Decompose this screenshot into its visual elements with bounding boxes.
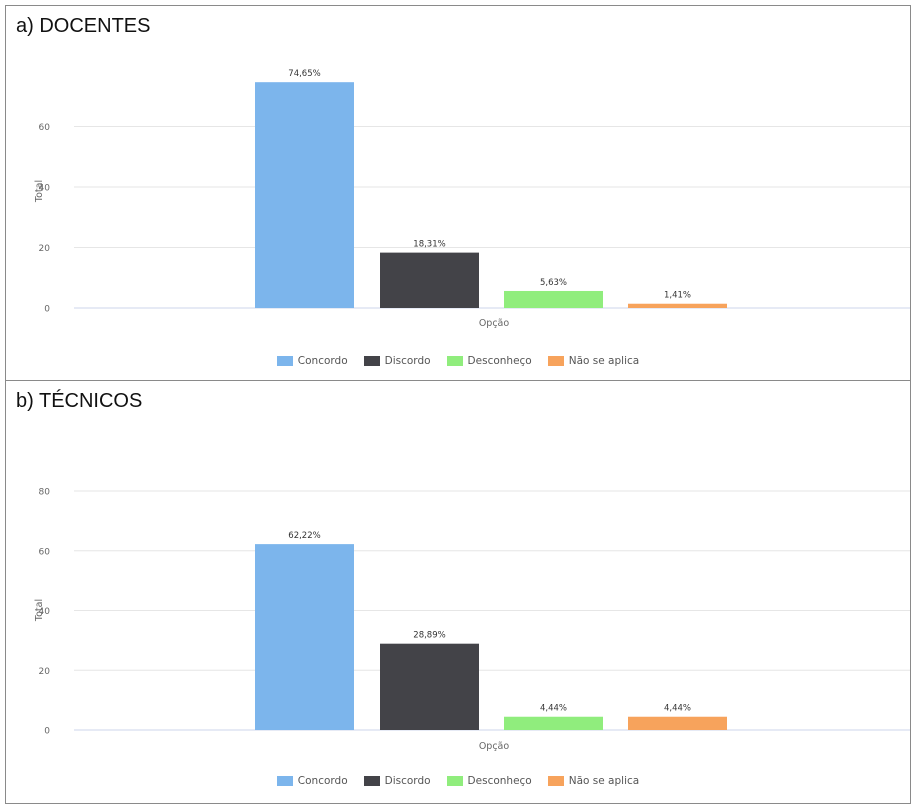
legend-label: Discordo [384,355,431,367]
legend-swatch [547,776,564,786]
y-tick-label: 20 [39,244,51,254]
y-tick-label: 40 [39,184,51,194]
bar-n-o-se-aplica [628,303,727,308]
bar-discordo [380,643,479,730]
data-label: 5,63% [540,278,567,288]
chart-panel-tecnicos: b) TÉCNICOS 0 20 40 60 80 Total 62,22% 28,89% 4,… [5,380,911,804]
x-axis-label: Opção [479,318,510,329]
data-label: 28,89% [413,631,445,641]
legend-swatch [446,356,463,366]
legend-item[interactable]: Concordo [276,355,348,367]
panel-title: a) DOCENTES [16,15,151,37]
x-axis-label: Opção [479,741,510,752]
legend-swatch [547,356,564,366]
legend-label: Discordo [384,775,431,787]
legend-item[interactable]: Discordo [363,775,431,787]
y-tick-label: 0 [44,727,50,737]
legend-swatch [363,356,380,366]
legend-swatch [276,356,293,366]
legend-item[interactable]: Desconheço [446,355,532,367]
y-tick-label: 0 [44,305,50,315]
legend-label: Não se aplica [568,355,640,367]
legend-item[interactable]: Desconheço [446,775,532,787]
legend-label: Concordo [297,775,348,787]
legend-item[interactable]: Discordo [363,355,431,367]
y-tick-label: 60 [39,547,51,557]
bar-desconhe-o [504,716,603,730]
legend-label: Concordo [297,355,348,367]
data-label: 74,65% [288,69,320,79]
bar-desconhe-o [504,290,603,308]
bar-chart-docentes: 0 20 40 60 Total 74,65% 18,31% 5,63% 1,41% Opção [34,69,910,329]
legend-item[interactable]: Não se aplica [547,355,640,367]
legend-swatch [363,776,380,786]
chart-legend[interactable]: Concordo Discordo Desconheço Não se aplica [6,775,910,787]
bar-concordo [255,544,354,730]
y-tick-label: 20 [39,667,51,677]
chart-panel-docentes: a) DOCENTES 0 20 40 60 Total 74,65% 18,31% 5,63… [5,5,911,381]
legend-label: Não se aplica [568,775,640,787]
data-label: 62,22% [288,531,320,541]
bar-discordo [380,252,479,308]
data-label: 4,44% [540,704,567,714]
legend-swatch [446,776,463,786]
y-tick-label: 40 [39,607,51,617]
chart-legend[interactable]: Concordo Discordo Desconheço Não se aplica [6,355,910,367]
data-label: 4,44% [664,704,691,714]
y-tick-label: 60 [39,123,51,133]
y-axis-label: Total [34,599,45,622]
legend-swatch [276,776,293,786]
legend-item[interactable]: Não se aplica [547,775,640,787]
legend-label: Desconheço [467,355,532,367]
data-label: 18,31% [413,240,445,250]
legend-item[interactable]: Concordo [276,775,348,787]
y-axis-label: Total [34,180,45,203]
bar-chart-tecnicos: 0 20 40 60 80 Total 62,22% 28,89% 4,44% 4,44% Opçã… [34,488,910,752]
bar-n-o-se-aplica [628,716,727,730]
y-tick-label: 80 [39,488,51,498]
panel-title: b) TÉCNICOS [16,390,143,412]
legend-label: Desconheço [467,775,532,787]
data-label: 1,41% [664,291,691,301]
bar-concordo [255,82,354,308]
